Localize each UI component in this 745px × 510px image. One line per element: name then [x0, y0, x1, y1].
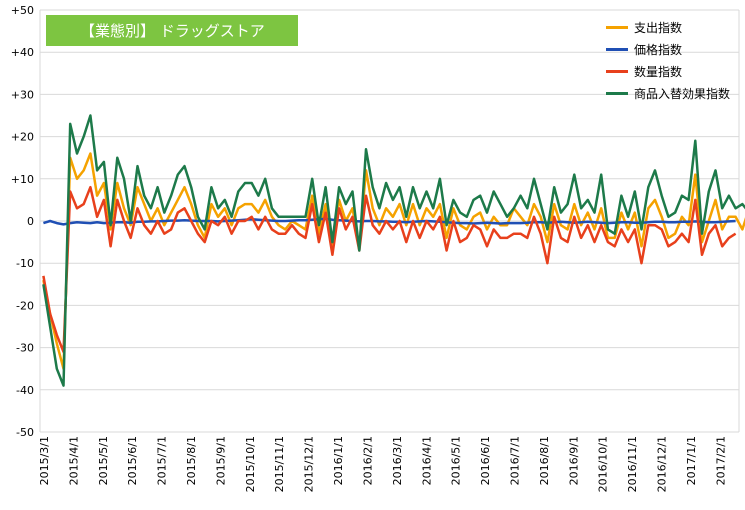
y-tick-label: -50	[16, 426, 34, 439]
legend-label: 商品入替効果指数	[634, 86, 731, 101]
legend-label: 価格指数	[634, 42, 683, 57]
legend-label: 支出指数	[634, 20, 683, 35]
x-tick-label: 2015/7/1	[156, 436, 169, 485]
legend-item: 価格指数	[606, 38, 730, 60]
legend-swatch	[606, 47, 628, 51]
x-tick-label: 2016/7/1	[508, 436, 521, 485]
legend-item: 商品入替効果指数	[606, 82, 730, 104]
y-tick-label: +50	[11, 4, 34, 17]
chart-title: 【業態別】 ドラッグストア	[46, 15, 298, 46]
x-tick-label: 2017/1/1	[685, 436, 698, 485]
legend-swatch	[606, 69, 628, 73]
legend-swatch	[606, 91, 628, 95]
series-line	[42, 185, 737, 354]
legend-label: 数量指数	[634, 64, 683, 79]
legend-item: 数量指数	[606, 60, 730, 82]
x-tick-label: 2016/6/1	[479, 436, 492, 485]
x-tick-label: 2015/10/1	[244, 436, 257, 492]
y-tick-label: +40	[11, 46, 34, 59]
x-tick-label: 2016/11/1	[626, 436, 639, 492]
x-tick-label: 2015/8/1	[185, 436, 198, 485]
x-tick-label: 2015/3/1	[38, 436, 51, 485]
y-tick-label: -20	[16, 299, 34, 312]
y-tick-label: -10	[16, 257, 34, 270]
series-lines	[42, 114, 745, 387]
y-tick-label: +10	[11, 173, 34, 186]
y-tick-label: -30	[16, 342, 34, 355]
x-tick-label: 2016/2/1	[361, 436, 374, 485]
x-tick-label: 2016/4/1	[420, 436, 433, 485]
x-tick-label: 2015/4/1	[67, 436, 80, 485]
x-tick-label: 2017/2/1	[714, 436, 727, 485]
series-line	[42, 152, 745, 370]
x-tick-label: 2015/6/1	[126, 436, 139, 485]
legend-swatch	[606, 25, 628, 29]
x-tick-label: 2015/5/1	[97, 436, 110, 485]
chart-title-text: 【業態別】 ドラッグストア	[80, 22, 265, 40]
y-axis-tick-labels: +50 +40 +30 +20 +10 0 -10 -20 -30 -40 -50	[11, 4, 34, 439]
legend-item: 支出指数	[606, 16, 730, 38]
x-tick-label: 2016/12/1	[655, 436, 668, 492]
y-tick-label: +30	[11, 88, 34, 101]
x-tick-label: 2016/8/1	[538, 436, 551, 485]
x-tick-label: 2016/9/1	[567, 436, 580, 485]
y-tick-label: 0	[27, 215, 34, 228]
x-axis-tick-labels: 2015/3/1 2015/4/1 2015/5/1 2015/6/1 2015/7/1…	[38, 436, 727, 492]
x-tick-label: 2015/11/1	[273, 436, 286, 492]
legend: 支出指数価格指数数量指数商品入替効果指数	[606, 16, 730, 104]
x-tick-label: 2015/9/1	[214, 436, 227, 485]
series-line	[42, 114, 745, 387]
x-tick-label: 2016/1/1	[332, 436, 345, 485]
x-tick-label: 2016/3/1	[391, 436, 404, 485]
y-tick-label: +20	[11, 131, 34, 144]
x-tick-label: 2015/12/1	[303, 436, 316, 492]
y-tick-label: -40	[16, 384, 34, 397]
x-tick-label: 2016/5/1	[450, 436, 463, 485]
x-tick-label: 2016/10/1	[597, 436, 610, 492]
